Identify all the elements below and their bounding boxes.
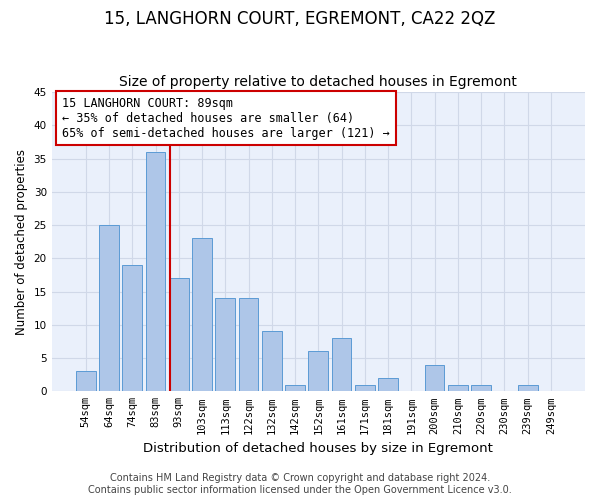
Bar (262, 332, 282, 392)
Bar (122, 265, 142, 392)
Bar (99, 225, 119, 392)
Bar (378, 378, 398, 392)
Bar (471, 384, 491, 392)
Title: Size of property relative to detached houses in Egremont: Size of property relative to detached ho… (119, 76, 517, 90)
Text: Contains HM Land Registry data © Crown copyright and database right 2024.
Contai: Contains HM Land Registry data © Crown c… (88, 474, 512, 495)
Bar (76, 372, 95, 392)
Text: 15 LANGHORN COURT: 89sqm
← 35% of detached houses are smaller (64)
65% of semi-d: 15 LANGHORN COURT: 89sqm ← 35% of detach… (62, 96, 390, 140)
Bar (308, 352, 328, 392)
Bar (425, 364, 445, 392)
Bar (192, 238, 212, 392)
Bar (215, 298, 235, 392)
Bar (285, 384, 305, 392)
Bar (518, 384, 538, 392)
X-axis label: Distribution of detached houses by size in Egremont: Distribution of detached houses by size … (143, 442, 493, 455)
Bar (355, 384, 375, 392)
Bar (169, 278, 188, 392)
Bar (332, 338, 352, 392)
Bar (146, 152, 166, 392)
Bar (239, 298, 259, 392)
Y-axis label: Number of detached properties: Number of detached properties (15, 148, 28, 334)
Text: 15, LANGHORN COURT, EGREMONT, CA22 2QZ: 15, LANGHORN COURT, EGREMONT, CA22 2QZ (104, 10, 496, 28)
Bar (448, 384, 468, 392)
